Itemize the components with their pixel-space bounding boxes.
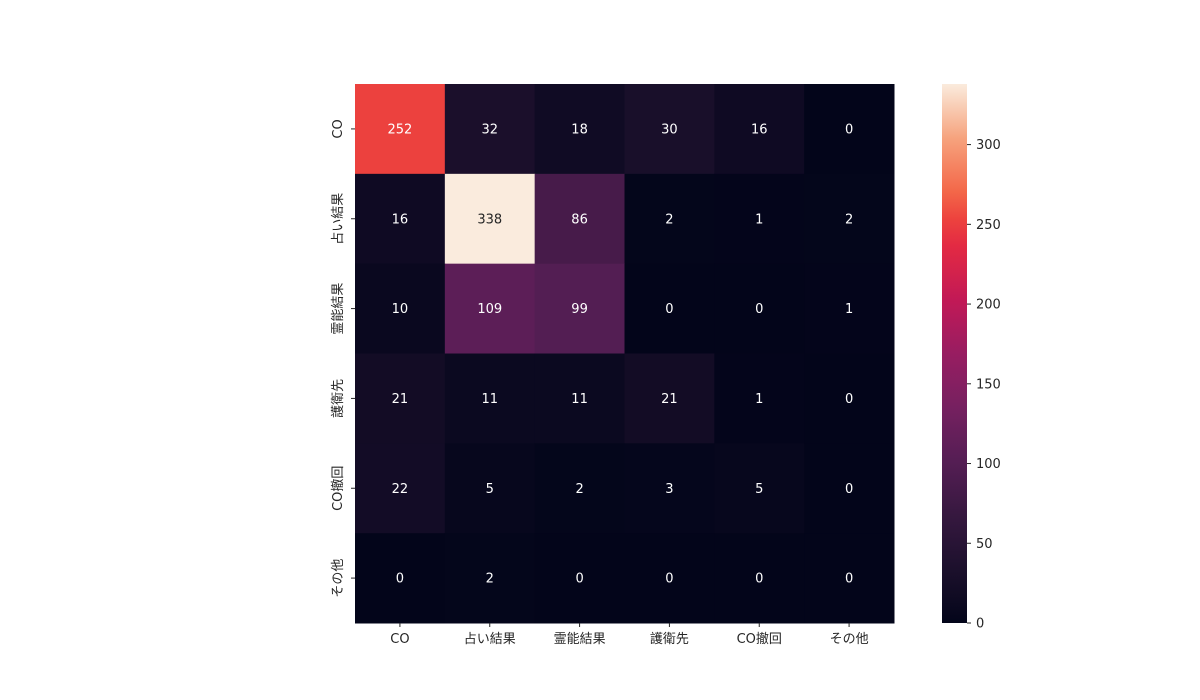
- heatmap-cell: [624, 84, 715, 175]
- heatmap-cell: [534, 533, 625, 624]
- cell-value-label: 0: [845, 392, 853, 407]
- cell-value-label: 16: [392, 212, 409, 227]
- cell-value-label: 0: [845, 122, 853, 137]
- y-tick-label: CO撤回: [330, 466, 346, 511]
- heatmap-cell: [534, 353, 625, 444]
- x-tick-label: その他: [830, 632, 869, 647]
- cell-value-label: 252: [388, 122, 413, 137]
- cell-value-label: 0: [396, 572, 404, 587]
- heatmap-cell: [534, 84, 625, 175]
- cell-value-label: 3: [665, 482, 673, 497]
- colorbar-tick-label: 0: [976, 617, 984, 632]
- heatmap-cell: [714, 84, 805, 175]
- heatmap-cell: [714, 443, 805, 534]
- heatmap-cell: [804, 263, 895, 354]
- cell-value-label: 5: [755, 482, 763, 497]
- heatmap-cell: [444, 173, 536, 265]
- heatmap-cell: [355, 263, 446, 354]
- heatmap-cell: [534, 443, 625, 534]
- cell-value-label: 1: [755, 392, 763, 407]
- cell-value-label: 22: [392, 482, 409, 497]
- x-axis: CO 占い結果 霊能結果 護衛先 CO撤回 その他: [390, 623, 869, 647]
- heatmap-cell: [804, 443, 895, 534]
- cell-value-label: 2: [665, 212, 673, 227]
- cell-value-label: 11: [481, 392, 498, 407]
- heatmap-cell: [804, 84, 895, 175]
- heatmap-cell: [355, 84, 446, 175]
- y-tick-label: 霊能結果: [331, 283, 346, 335]
- heatmap-cell: [624, 173, 715, 265]
- heatmap-cell: [714, 533, 805, 624]
- x-tick-label: 占い結果: [464, 632, 516, 647]
- cell-value-label: 0: [575, 572, 583, 587]
- heatmap-cell: [624, 443, 715, 534]
- cell-value-label: 86: [571, 212, 588, 227]
- colorbar-tick-label: 150: [976, 377, 1001, 392]
- cell-value-label: 2: [575, 482, 583, 497]
- heatmap-cell: [444, 533, 536, 624]
- colorbar: 0 50 100 150 200 250 300: [942, 84, 1001, 632]
- cell-value-label: 2: [845, 212, 853, 227]
- cell-value-label: 0: [665, 302, 673, 317]
- cell-value-label: 30: [661, 122, 678, 137]
- colorbar-tick-label: 300: [976, 138, 1001, 153]
- cell-value-label: 0: [845, 572, 853, 587]
- colorbar-tick-label: 50: [976, 537, 993, 552]
- heatmap-cell: [624, 353, 715, 444]
- x-tick-label: CO撤回: [737, 631, 782, 647]
- cell-value-label: 18: [571, 122, 588, 137]
- cell-value-label: 21: [392, 392, 409, 407]
- heatmap-cell: [714, 263, 805, 354]
- heatmap-cell: [624, 263, 715, 354]
- colorbar-tick-label: 200: [976, 298, 1001, 313]
- cell-value-label: 2: [486, 572, 494, 587]
- cell-value-label: 109: [477, 302, 502, 317]
- heatmap-cell: [804, 533, 895, 624]
- cell-value-label: 99: [571, 302, 588, 317]
- y-tick-label: 護衛先: [330, 379, 346, 418]
- cell-value-label: 10: [392, 302, 409, 317]
- heatmap-cell: [444, 443, 536, 534]
- heatmap-cell: [804, 353, 895, 444]
- y-tick-label: その他: [331, 559, 346, 598]
- y-tick-label: CO: [331, 119, 346, 138]
- heatmap-cell: [355, 533, 446, 624]
- heatmap-cell: [355, 353, 446, 444]
- colorbar-tick-label: 100: [976, 457, 1001, 472]
- cell-value-label: 16: [751, 122, 768, 137]
- heatmap-cell: [355, 173, 446, 265]
- heatmap-cell: [444, 84, 536, 175]
- cell-value-label: 1: [755, 212, 763, 227]
- x-tick-label: 護衛先: [650, 631, 689, 647]
- heatmap-cell-labels: 252 32 18 30 16 016 338 86 2 1 210 109 99 0 0 121 11 11 21…: [388, 122, 854, 586]
- cell-value-label: 0: [665, 572, 673, 587]
- heatmap-cell: [444, 353, 536, 444]
- cell-value-label: 0: [755, 572, 763, 587]
- x-tick-label: CO: [390, 632, 409, 647]
- colorbar-tick-label: 250: [976, 218, 1001, 233]
- cell-value-label: 338: [477, 212, 502, 227]
- colorbar-scale: [942, 84, 967, 623]
- heatmap-cell: [534, 173, 625, 265]
- cell-value-label: 11: [571, 392, 588, 407]
- heatmap-cell: [624, 533, 715, 624]
- cell-value-label: 21: [661, 392, 678, 407]
- cell-value-label: 0: [755, 302, 763, 317]
- cell-value-label: 5: [486, 482, 494, 497]
- heatmap-cells: [355, 84, 895, 624]
- cell-value-label: 0: [845, 482, 853, 497]
- cell-value-label: 32: [481, 122, 498, 137]
- heatmap-cell: [534, 263, 625, 354]
- heatmap-cell: [804, 173, 895, 265]
- x-tick-label: 霊能結果: [554, 632, 606, 647]
- y-tick-label: 占い結果: [331, 193, 346, 245]
- heatmap-cell: [714, 353, 805, 444]
- heatmap-cell: [714, 173, 805, 265]
- cell-value-label: 1: [845, 302, 853, 317]
- heatmap-cell: [444, 263, 536, 354]
- heatmap-cell: [355, 443, 446, 534]
